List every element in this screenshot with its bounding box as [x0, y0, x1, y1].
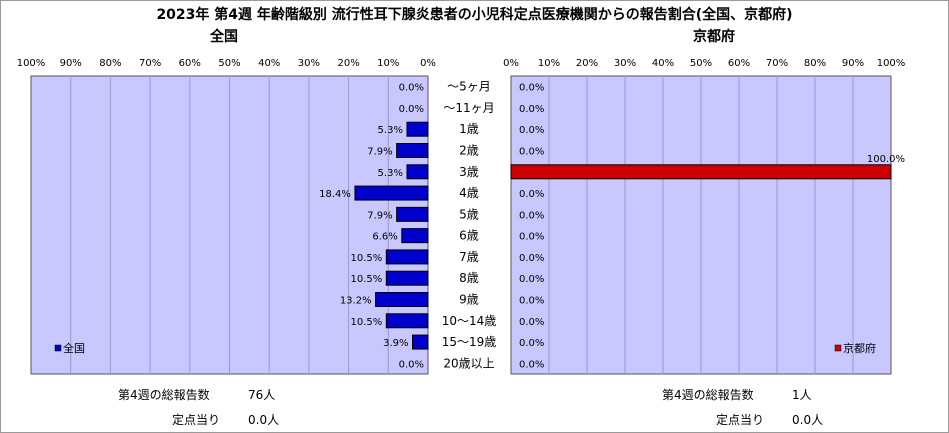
kyoto-data-label: 0.0% — [519, 104, 544, 115]
kyoto-per-site-value: 0.0人 — [792, 413, 824, 427]
national-data-label: 6.6% — [372, 232, 397, 243]
national-tick-label: 30% — [298, 58, 320, 69]
national-data-label: 5.3% — [378, 125, 403, 136]
national-data-label: 13.2% — [340, 296, 372, 307]
category-label: 15～19歳 — [442, 335, 497, 349]
category-label: 2歳 — [459, 144, 479, 158]
category-label: ～5ヶ月 — [447, 80, 491, 94]
kyoto-tick-label: 90% — [842, 58, 864, 69]
kyoto-data-label: 0.0% — [519, 83, 544, 94]
kyoto-total-label: 第4週の総報告数 — [662, 388, 754, 402]
national-tick-label: 10% — [377, 58, 399, 69]
national-data-label: 18.4% — [319, 189, 351, 200]
category-label: ～11ヶ月 — [443, 101, 494, 115]
national-data-label: 7.9% — [367, 147, 392, 158]
national-bar — [385, 270, 429, 286]
kyoto-legend-swatch — [834, 344, 842, 352]
kyoto-data-label: 0.0% — [519, 253, 544, 264]
kyoto-data-label: 0.0% — [519, 210, 544, 221]
category-label: 9歳 — [459, 293, 479, 307]
national-data-label: 5.3% — [378, 168, 403, 179]
category-label: 20歳以上 — [443, 356, 494, 370]
national-data-label: 0.0% — [399, 104, 424, 115]
national-tick-label: 70% — [139, 58, 161, 69]
kyoto-data-label: 0.0% — [519, 338, 544, 349]
kyoto-tick-label: 50% — [690, 58, 712, 69]
national-panel-title: 全国 — [210, 29, 238, 45]
category-label: 5歳 — [459, 207, 479, 221]
national-data-label: 0.0% — [399, 359, 424, 370]
category-label: 7歳 — [459, 250, 479, 264]
kyoto-data-label: 0.0% — [519, 274, 544, 285]
kyoto-data-label: 0.0% — [519, 189, 544, 200]
kyoto-data-label: 100.0% — [867, 154, 905, 165]
kyoto-panel-title: 京都府 — [693, 29, 735, 45]
national-bar — [385, 313, 429, 329]
category-label: 1歳 — [459, 122, 479, 136]
kyoto-tick-label: 10% — [538, 58, 560, 69]
national-bar — [401, 228, 429, 244]
kyoto-tick-label: 60% — [728, 58, 750, 69]
category-label: 3歳 — [459, 165, 479, 179]
kyoto-data-label: 0.0% — [519, 296, 544, 307]
national-bar — [385, 249, 429, 265]
national-tick-label: 40% — [258, 58, 280, 69]
kyoto-tick-label: 20% — [576, 58, 598, 69]
national-bar — [396, 206, 429, 222]
national-bar — [406, 164, 429, 180]
kyoto-bar — [510, 164, 892, 180]
national-tick-label: 50% — [218, 58, 240, 69]
kyoto-tick-label: 0% — [503, 58, 519, 69]
chart-title: 2023年 第4週 年齢階級別 流行性耳下腺炎患者の小児科定点医療機関からの報告… — [156, 7, 793, 23]
national-bar — [354, 185, 429, 201]
national-per-site-value: 0.0人 — [248, 413, 280, 427]
national-bar — [375, 292, 429, 307]
kyoto-tick-label: 30% — [614, 58, 636, 69]
national-total-value: 76人 — [248, 388, 276, 402]
kyoto-tick-label: 70% — [766, 58, 788, 69]
national-total-label: 第4週の総報告数 — [118, 388, 210, 402]
national-legend-swatch — [54, 344, 62, 352]
national-bar — [396, 143, 429, 158]
national-tick-label: 0% — [420, 58, 436, 69]
national-legend-label: 全国 — [63, 341, 85, 355]
category-label: 6歳 — [459, 229, 479, 243]
national-data-label: 3.9% — [383, 338, 408, 349]
national-tick-label: 100% — [17, 58, 46, 69]
kyoto-data-label: 0.0% — [519, 317, 544, 328]
kyoto-per-site-label: 定点当り — [716, 413, 765, 427]
national-tick-label: 80% — [99, 58, 121, 69]
category-label: 10～14歳 — [442, 314, 497, 328]
kyoto-legend-label: 京都府 — [843, 341, 876, 355]
national-per-site-label: 定点当り — [172, 413, 221, 427]
category-label: 4歳 — [459, 186, 479, 200]
kyoto-data-label: 0.0% — [519, 359, 544, 370]
national-tick-label: 90% — [60, 58, 82, 69]
national-data-label: 7.9% — [367, 210, 392, 221]
national-data-label: 10.5% — [351, 274, 383, 285]
kyoto-tick-label: 40% — [652, 58, 674, 69]
national-tick-label: 60% — [179, 58, 201, 69]
kyoto-data-label: 0.0% — [519, 147, 544, 158]
kyoto-data-label: 0.0% — [519, 125, 544, 136]
national-data-label: 10.5% — [351, 253, 383, 264]
category-label: 8歳 — [459, 271, 479, 285]
national-data-label: 10.5% — [351, 317, 383, 328]
national-tick-label: 20% — [337, 58, 359, 69]
kyoto-data-label: 0.0% — [519, 232, 544, 243]
kyoto-total-value: 1人 — [792, 388, 812, 402]
national-bar — [406, 121, 429, 137]
national-bar — [412, 334, 429, 350]
kyoto-tick-label: 80% — [804, 58, 826, 69]
national-data-label: 0.0% — [399, 83, 424, 94]
kyoto-tick-label: 100% — [877, 58, 906, 69]
